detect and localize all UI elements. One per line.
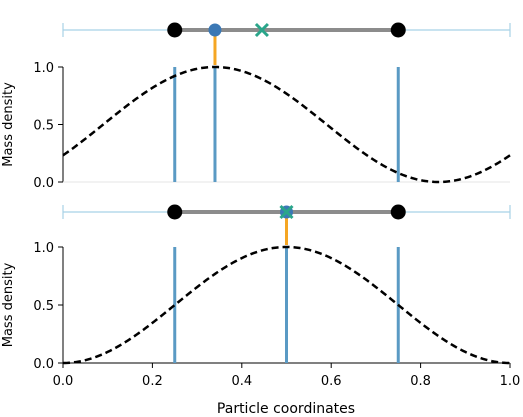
right-endpoint-marker (390, 22, 406, 38)
y-axis-label: Mass density (1, 262, 16, 347)
density-curve (62, 245, 511, 365)
left-endpoint-marker (167, 204, 183, 220)
left-endpoint-marker (167, 22, 183, 38)
x-axis-label: Particle coordinates (217, 401, 355, 417)
x-tick-label: 0.0 (53, 374, 74, 389)
y-tick-label: 0.5 (33, 119, 54, 134)
y-tick-label: 1.0 (33, 61, 54, 76)
density-curve (62, 65, 511, 184)
x-tick-label: 0.4 (231, 374, 252, 389)
green-cross-marker (279, 204, 294, 220)
x-tick-label: 0.8 (410, 374, 431, 389)
top-panel: 0.0 0.5 1.0 Mass density (1, 22, 511, 191)
x-tick-label: 1.0 (500, 374, 521, 389)
right-endpoint-marker (390, 204, 406, 220)
y-tick-label: 0.0 (33, 357, 54, 372)
bottom-panel: 0.0 0.5 1.0 Mass density 0.0 0.2 0.4 0.6 0.8 1.0 (1, 204, 521, 389)
y-axis-label: Mass density (1, 82, 16, 167)
y-tick-label: 1.0 (33, 241, 54, 256)
blue-marker (208, 23, 222, 37)
y-tick-label: 0.5 (33, 299, 54, 314)
x-tick-label: 0.6 (321, 374, 342, 389)
y-tick-label: 0.0 (33, 176, 54, 191)
x-tick-label: 0.2 (142, 374, 163, 389)
green-cross-marker (254, 22, 269, 38)
